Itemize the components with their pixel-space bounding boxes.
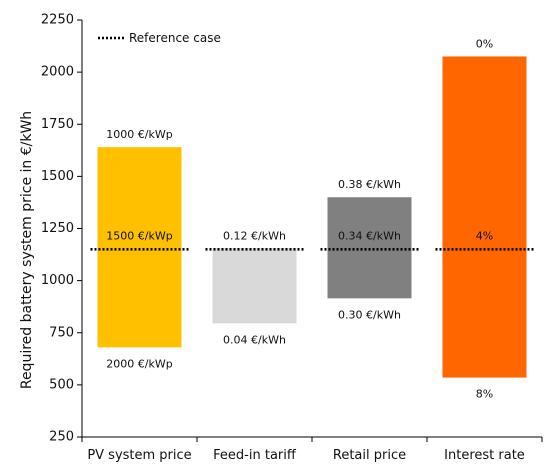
x-category-label: Retail price [333,448,406,463]
bar-labels-layer: 1000 €/kWp 1500 €/kWp 2000 €/kWp 0.12 €/kWh… [106,37,493,400]
y-tick-label: 500 [49,377,74,392]
y-tick-label: 1250 [41,221,74,236]
x-category-label: Feed-in tariff [213,448,297,463]
bar-label-mid-pv-system-price: 1500 €/kWp [106,229,172,242]
bar-label-top-interest-rate: 0% [476,37,493,50]
bar-label-top-feed-in-tariff: 0.12 €/kWh [223,229,286,242]
x-category-label: PV system price [87,448,191,463]
legend-label: Reference case [129,31,221,45]
bar-interest-rate [442,56,527,378]
y-axis-label: Required battery system price in €/kWh [19,111,35,389]
bar-label-bottom-interest-rate: 8% [476,388,493,401]
y-tick-label: 750 [49,325,74,340]
bar-label-top-retail-price: 0.38 €/kWh [338,178,401,191]
bar-label-mid-retail-price: 0.34 €/kWh [338,229,401,242]
x-category-label: Interest rate [444,448,525,463]
y-tick-label: 1750 [41,117,74,132]
bar-label-bottom-feed-in-tariff: 0.04 €/kWh [223,333,286,346]
y-tick-label: 1000 [41,273,74,288]
bar-label-bottom-pv-system-price: 2000 €/kWp [106,357,172,370]
bars-layer [97,56,527,378]
y-tick-label: 2000 [41,65,74,80]
bar-label-mid-interest-rate: 4% [476,229,493,242]
y-tick-label: 250 [49,430,74,445]
bar-retail-price [327,197,412,299]
y-tick-label: 1500 [41,169,74,184]
bar-feed-in-tariff [212,248,297,324]
y-tick-label: 2250 [41,13,74,28]
axes-layer: 250 500 750 1000 1250 1500 1750 2000 2250 PV syst… [41,13,543,463]
legend: Reference case [98,31,221,45]
bar-label-top-pv-system-price: 1000 €/kWp [106,128,172,141]
bar-pv-system-price [97,147,182,348]
bar-label-bottom-retail-price: 0.30 €/kWh [338,308,401,321]
